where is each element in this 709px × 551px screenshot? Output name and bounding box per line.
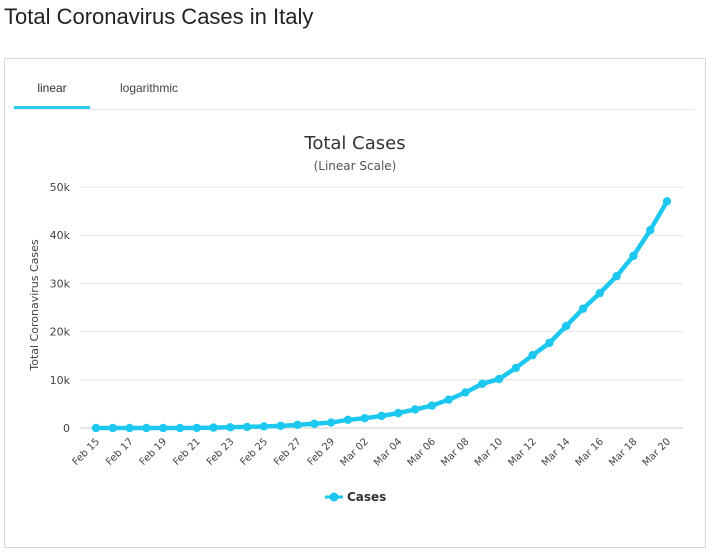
x-tick-label: Feb 19 [138,436,170,468]
scale-tabs: linear logarithmic [14,59,694,110]
data-point [158,423,168,433]
chart-subtitle: (Linear Scale) [314,159,397,173]
x-tick-label: Mar 16 [574,436,606,468]
chart-panel: linear logarithmic Total Cases (Linear S… [4,58,706,548]
y-tick-label: 30k [50,277,71,290]
data-point [293,420,302,430]
data-point [259,422,269,431]
x-tick-label: Feb 25 [239,436,271,468]
series-cases [91,197,672,433]
x-tick-label: Mar 12 [506,436,538,468]
x-tick-label: Feb 29 [306,436,338,468]
data-point [662,197,672,206]
data-point [427,401,437,410]
data-point [494,374,504,384]
x-tick-label: Feb 27 [272,436,304,468]
x-tick-label: Mar 02 [338,436,370,468]
data-point [125,423,134,433]
data-point [410,405,420,414]
x-tick-label: Mar 14 [540,436,572,468]
data-point [192,423,201,433]
legend[interactable]: Cases [325,490,386,504]
y-tick-label: 0 [63,422,70,435]
data-point [276,421,285,431]
x-tick-label: Feb 17 [104,436,136,468]
data-point [175,423,185,433]
y-tick-label: 50k [50,181,71,194]
data-point [394,408,403,418]
data-point [108,423,117,433]
data-point [377,411,386,421]
x-tick-label: Mar 18 [607,436,639,468]
tab-logarithmic[interactable]: logarithmic [119,81,179,95]
x-tick-label: Feb 15 [71,436,103,468]
data-point [360,413,369,423]
data-point [528,350,537,360]
x-tick-label: Mar 06 [406,436,438,468]
data-point [444,395,453,404]
data-point [226,423,235,432]
legend-marker [329,492,339,502]
x-tick-label: Mar 04 [372,436,404,468]
active-tab-indicator [14,106,90,109]
data-point [612,271,621,281]
x-tick-label: Feb 21 [171,436,203,468]
data-point [242,422,252,432]
data-point [310,419,319,428]
y-tick-label: 40k [50,229,71,242]
grid-lines [80,186,683,429]
data-point [629,251,638,261]
data-point [595,288,605,298]
x-tick-label: Mar 20 [641,436,673,468]
tab-linear[interactable]: linear [37,81,67,95]
y-axis-ticks: 0 10k 20k 30k 40k 50k [50,181,71,435]
y-tick-label: 20k [50,326,71,339]
y-axis-label: Total Coronavirus Cases [28,239,41,372]
data-point [478,379,487,388]
page-title: Total Coronavirus Cases in Italy [4,4,314,29]
data-point [562,321,571,331]
data-point [578,304,588,313]
data-point [142,423,151,433]
data-point [646,226,655,235]
data-point [343,415,353,425]
x-tick-label: Feb 23 [205,436,237,468]
data-point [326,418,336,427]
data-point [511,363,521,373]
legend-label: Cases [347,490,386,504]
chart-title: Total Cases [303,133,405,154]
x-axis-ticks: Feb 15 Feb 17 Feb 19 Feb 21 Feb 23 Feb 25 Feb … [71,436,674,468]
y-tick-label: 10k [50,374,71,387]
line-chart: Total Cases (Linear Scale) 0 10k 20k 30k 40k… [28,133,683,504]
data-point [209,423,218,432]
x-tick-label: Mar 10 [473,436,505,468]
data-point [545,338,554,348]
x-tick-label: Mar 08 [439,436,471,468]
data-point [461,388,470,397]
data-point [91,423,101,433]
